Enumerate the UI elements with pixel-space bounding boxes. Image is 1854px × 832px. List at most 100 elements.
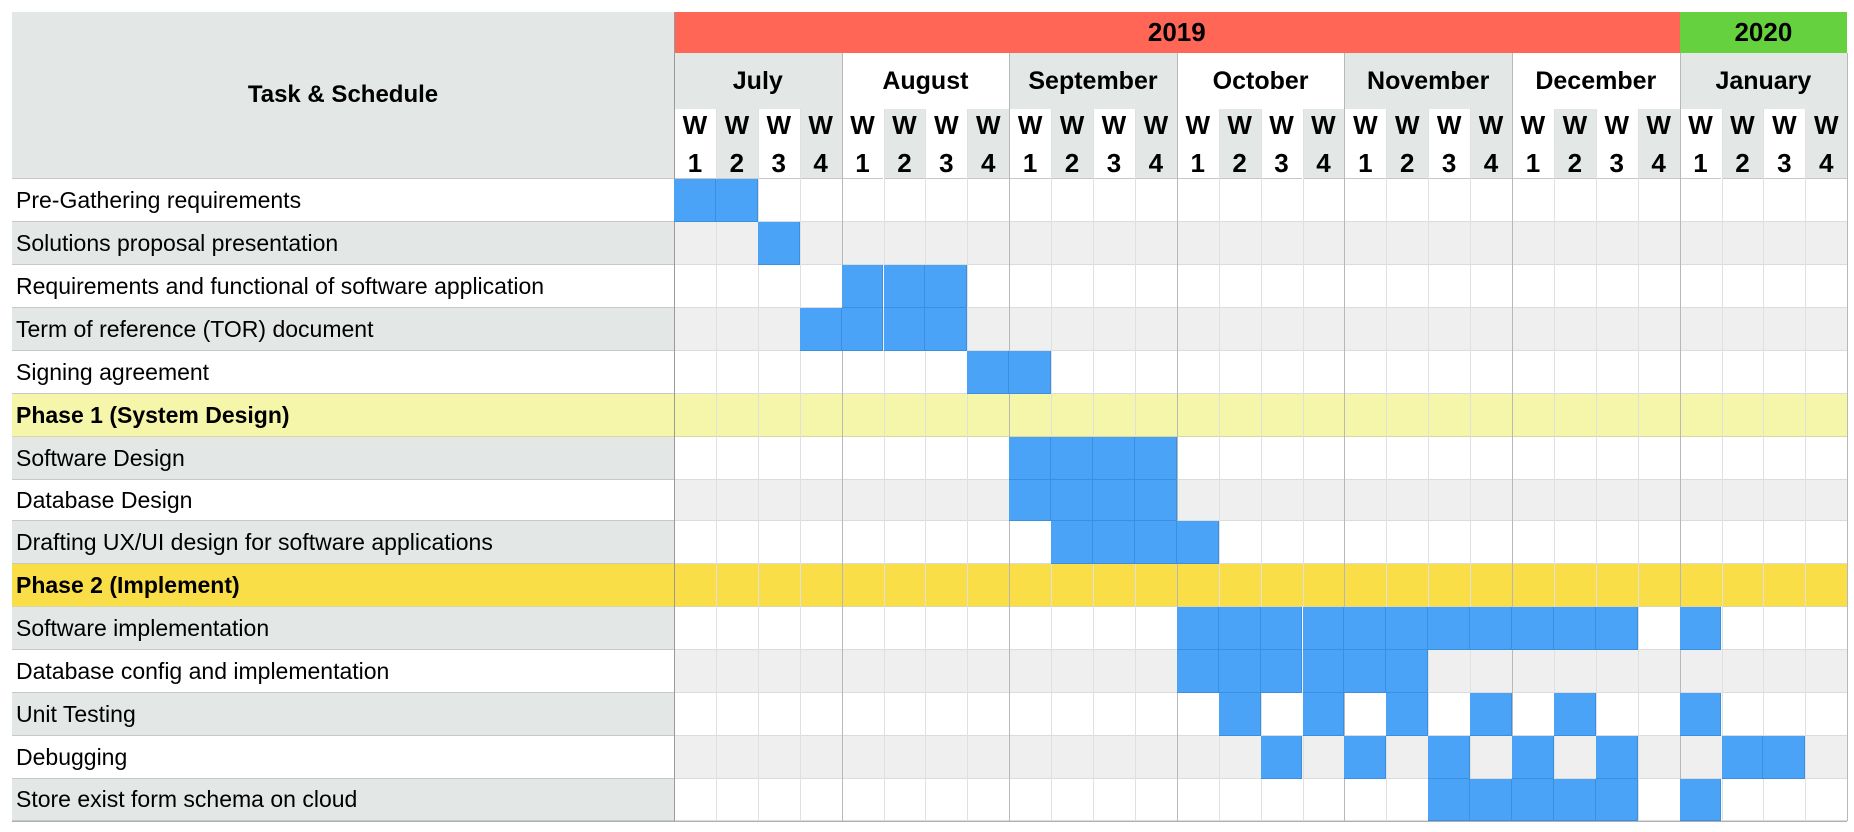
grid-line (715, 109, 717, 821)
gantt-bar (1721, 736, 1764, 779)
year-header: 2020 (1679, 12, 1848, 53)
task-label: Requirements and functional of software … (12, 265, 674, 308)
task-schedule-header: Task & Schedule (12, 12, 674, 179)
gantt-bar (841, 308, 884, 351)
gantt-bar (1302, 607, 1345, 650)
task-label: Software Design (12, 437, 674, 480)
grid-line (1637, 109, 1639, 821)
gantt-bar (1009, 437, 1052, 480)
phase-row (12, 564, 1848, 607)
grid-line (1721, 109, 1723, 821)
month-header: July (674, 53, 842, 109)
grid-line (757, 109, 759, 821)
gantt-bar (1386, 607, 1429, 650)
grid-line (1386, 109, 1388, 821)
gantt-bar (1260, 650, 1303, 693)
gantt-bar (1428, 736, 1471, 779)
gantt-bar (1553, 693, 1596, 736)
task-label: Database config and implementation (12, 650, 674, 693)
phase-row (12, 394, 1848, 437)
grid-line (841, 53, 843, 821)
month-header: December (1512, 53, 1680, 109)
task-label: Drafting UX/UI design for software appli… (12, 521, 674, 564)
gantt-bar (1176, 521, 1219, 564)
gantt-bar (1218, 607, 1261, 650)
gantt-bar (925, 265, 968, 308)
gantt-bar (1470, 779, 1512, 821)
gantt-bar (1595, 607, 1638, 650)
grid-line (674, 12, 675, 821)
gantt-bar (1093, 480, 1135, 521)
gantt-bar (1553, 779, 1596, 821)
gantt-bar (757, 222, 800, 265)
phase-label: Phase 1 (System Design) (16, 402, 290, 428)
grid-line (1218, 109, 1220, 821)
gantt-bar (1386, 650, 1429, 693)
gantt-bar (1386, 693, 1429, 736)
gantt-bar (883, 308, 926, 351)
month-header: September (1009, 53, 1177, 109)
grid-line (967, 109, 969, 821)
grid-line (1512, 53, 1513, 821)
grid-line (1302, 109, 1304, 821)
gantt-bar (674, 179, 716, 222)
grid-line (883, 109, 885, 821)
gantt-bar (1595, 779, 1638, 821)
gantt-bar (1093, 437, 1135, 480)
gantt-bar (841, 265, 884, 308)
phase-label: Phase 2 (Implement) (16, 572, 240, 598)
grid-line (1847, 53, 1849, 821)
gantt-bar (1051, 480, 1093, 521)
grid-line (1176, 53, 1178, 821)
gantt-bar (1260, 607, 1303, 650)
gantt-bar (1428, 779, 1471, 821)
gantt-bar (1302, 693, 1345, 736)
gantt-bar (1218, 650, 1261, 693)
task-label: Solutions proposal presentation (12, 222, 674, 265)
task-label: Unit Testing (12, 693, 674, 736)
grid-line (1428, 109, 1430, 821)
gantt-bar (883, 265, 926, 308)
month-header: November (1344, 53, 1512, 109)
gantt-bar (1470, 607, 1512, 650)
grid-line (1553, 109, 1555, 821)
gantt-bar (1051, 437, 1093, 480)
task-label: Debugging (12, 736, 674, 779)
gantt-bar (1134, 480, 1177, 521)
month-header: August (841, 53, 1010, 109)
gantt-bar (799, 308, 842, 351)
grid-line (1470, 109, 1472, 821)
grid-line (1344, 53, 1346, 821)
gantt-bar (1679, 779, 1722, 821)
gantt-bar (1218, 693, 1261, 736)
gantt-bar (1134, 437, 1177, 480)
gantt-bar (925, 308, 968, 351)
gantt-bar (1302, 650, 1345, 693)
month-header: January (1679, 53, 1848, 109)
gantt-bar (1260, 736, 1303, 779)
grid-line (1595, 109, 1597, 821)
grid-line (799, 109, 801, 821)
